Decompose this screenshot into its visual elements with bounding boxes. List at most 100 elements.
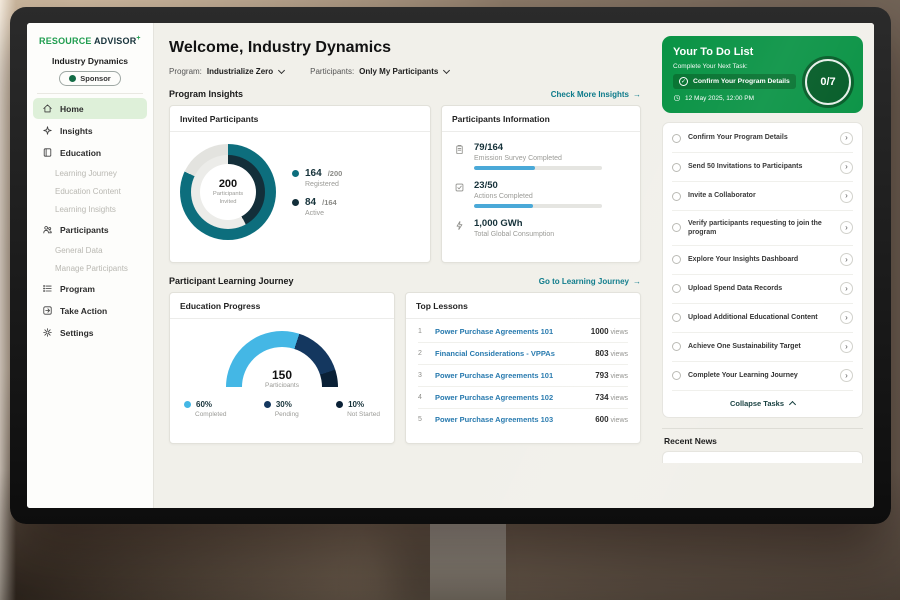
task-checkbox[interactable] <box>672 255 681 265</box>
legend-active: 84/164 Active <box>292 197 342 217</box>
active-dot <box>292 198 299 206</box>
lesson-link[interactable]: Power Purchase Agreements 101 <box>435 327 554 336</box>
sidebar-item-insights[interactable]: Insights <box>33 120 147 141</box>
lesson-row: 2 Financial Considerations - VPPAs 803 v… <box>418 343 628 365</box>
lesson-row: 1 Power Purchase Agreements 101 1000 vie… <box>418 321 628 343</box>
program-filter[interactable]: Program: Industrialize Zero <box>169 66 286 76</box>
sidebar-item-education[interactable]: Education <box>33 142 147 163</box>
sidebar-item-learning-insights[interactable]: Learning Insights <box>55 204 116 214</box>
arrow-right-icon: → <box>633 276 641 286</box>
sidebar-item-manage-participants[interactable]: Manage Participants <box>55 263 128 273</box>
sidebar-item-education-content[interactable]: Education Content <box>55 186 121 196</box>
check-more-insights-link[interactable]: Check More Insights → <box>550 89 641 99</box>
sidebar-item-general-data[interactable]: General Data <box>55 245 103 255</box>
gauge-legend: 60% Completed 30% Pending 10% Not Starte… <box>170 387 394 418</box>
gear-icon <box>43 328 52 337</box>
lesson-link[interactable]: Power Purchase Agreements 103 <box>435 415 554 424</box>
task-chevron-button[interactable]: › <box>840 311 853 325</box>
sidebar-item-program[interactable]: Program <box>33 278 147 299</box>
task-chevron-button[interactable]: › <box>840 221 853 235</box>
participants-filter[interactable]: Participants: Only My Participants <box>310 66 451 76</box>
chevron-up-icon <box>788 401 797 409</box>
sidebar-item-participants[interactable]: Participants <box>33 219 147 240</box>
sidebar-divider <box>37 93 143 94</box>
journey-cards-row: Education Progress 150 Participants 60 <box>169 292 641 444</box>
task-row[interactable]: Complete Your Learning Journey › <box>672 362 853 391</box>
sidebar: RESOURCE ADVISOR+ Industry Dynamics Spon… <box>27 23 154 508</box>
task-checkbox[interactable] <box>672 191 681 201</box>
task-checkbox[interactable] <box>672 162 681 172</box>
org-name: Industry Dynamics <box>51 56 129 66</box>
chevron-down-icon <box>278 66 286 75</box>
task-checkbox[interactable] <box>672 133 681 143</box>
page-title: Welcome, Industry Dynamics <box>169 39 391 56</box>
actions-completed-progress-bar <box>474 204 602 208</box>
todo-panel: Your To Do List Complete Your Next Task:… <box>654 23 874 508</box>
legend-completed: 60% Completed <box>184 400 226 418</box>
program-filter-value: Industrialize Zero <box>206 67 274 76</box>
program-filter-label: Program: <box>169 67 202 76</box>
action-arrow-icon <box>43 306 52 315</box>
todo-subtitle: Complete Your Next Task: <box>673 63 748 70</box>
filter-bar: Program: Industrialize Zero Participants… <box>169 66 641 76</box>
task-row[interactable]: Upload Spend Data Records › <box>672 275 853 304</box>
clipboard-icon <box>454 142 465 160</box>
task-list-card: Confirm Your Program Details › Send 50 I… <box>662 122 863 418</box>
checklist-icon <box>454 180 465 198</box>
task-checkbox[interactable] <box>672 223 681 233</box>
insights-icon <box>43 126 52 135</box>
energy-bolt-icon <box>454 218 465 236</box>
donut-center-value: 200 <box>218 178 238 191</box>
task-checkbox[interactable] <box>672 284 681 294</box>
task-chevron-button[interactable]: › <box>840 282 853 296</box>
task-chevron-button[interactable]: › <box>840 160 853 174</box>
top-lessons-title: Top Lessons <box>406 293 640 319</box>
task-row[interactable]: Invite a Collaborator › <box>672 182 853 211</box>
task-row[interactable]: Upload Additional Educational Content › <box>672 304 853 333</box>
todo-hero-card: Your To Do List Complete Your Next Task:… <box>662 36 863 113</box>
task-chevron-button[interactable]: › <box>840 340 853 354</box>
lesson-link[interactable]: Power Purchase Agreements 101 <box>435 371 554 380</box>
arrow-right-icon: → <box>633 89 641 99</box>
sidebar-item-home[interactable]: Home <box>33 98 147 119</box>
sidebar-item-take-action[interactable]: Take Action <box>33 300 147 321</box>
next-task-button[interactable]: ✓ Confirm Your Program Details <box>673 74 796 89</box>
task-row[interactable]: Explore Your Insights Dashboard › <box>672 246 853 275</box>
brand-secondary: ADVISOR+ <box>93 35 141 46</box>
go-to-learning-journey-link[interactable]: Go to Learning Journey → <box>538 276 641 286</box>
learning-journey-title: Participant Learning Journey <box>169 276 294 286</box>
task-chevron-button[interactable]: › <box>840 253 853 267</box>
task-chevron-button[interactable]: › <box>840 369 853 383</box>
participants-information-title: Participants Information <box>442 106 640 132</box>
people-icon <box>43 226 52 234</box>
sidebar-item-settings[interactable]: Settings <box>33 322 147 343</box>
participants-filter-value: Only My Participants <box>359 67 439 76</box>
task-row[interactable]: Confirm Your Program Details › <box>672 124 853 153</box>
monitor-stand <box>430 520 506 600</box>
task-row[interactable]: Send 50 Invitations to Participants › <box>672 153 853 182</box>
program-insights-title: Program Insights <box>169 89 244 99</box>
lesson-link[interactable]: Power Purchase Agreements 102 <box>435 393 554 402</box>
emission-survey-progress-bar <box>474 166 602 170</box>
task-chevron-button[interactable]: › <box>840 189 853 203</box>
task-checkbox[interactable] <box>672 371 681 381</box>
insights-cards-row: Invited Participants 200 Participants In… <box>169 105 641 263</box>
task-checkbox[interactable] <box>672 342 681 352</box>
sponsor-badge[interactable]: Sponsor <box>59 71 121 86</box>
task-chevron-button[interactable]: › <box>840 131 853 145</box>
lesson-link[interactable]: Financial Considerations - VPPAs <box>435 349 555 358</box>
brand-primary: RESOURCE <box>39 36 92 46</box>
book-icon <box>43 148 52 157</box>
participants-filter-label: Participants: <box>310 67 355 76</box>
task-row[interactable]: Verify participants requesting to join t… <box>672 211 853 246</box>
task-row[interactable]: Achieve One Sustainability Target › <box>672 333 853 362</box>
invited-participants-donut-chart: 200 Participants Invited <box>180 144 276 240</box>
todo-progress-ring: 0/7 <box>802 56 854 108</box>
task-checkbox[interactable] <box>672 313 681 323</box>
sidebar-item-learning-journey[interactable]: Learning Journey <box>55 168 117 178</box>
lesson-row: 4 Power Purchase Agreements 102 734 view… <box>418 387 628 409</box>
emission-survey-row: 79/164 Emission Survey Completed <box>454 142 628 170</box>
sponsor-icon <box>69 75 77 82</box>
consumption-row: 1,000 GWh Total Global Consumption <box>454 218 628 242</box>
collapse-tasks-button[interactable]: Collapse Tasks <box>672 391 853 417</box>
